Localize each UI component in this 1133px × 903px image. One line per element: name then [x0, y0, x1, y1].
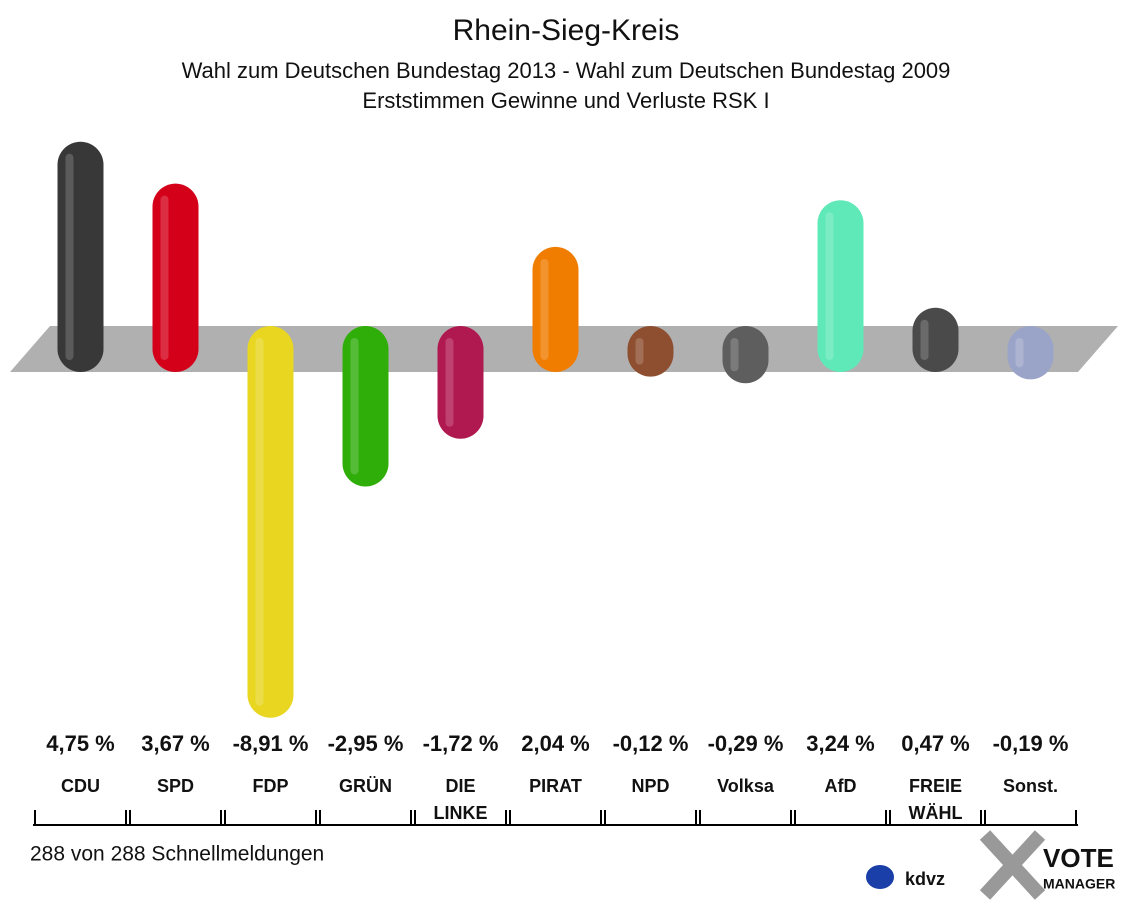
bar	[627, 326, 674, 377]
bar-highlight	[445, 338, 454, 427]
chart-title: Rhein-Sieg-Kreis	[453, 14, 680, 47]
chart-subtitle: Erststimmen Gewinne und Verluste RSK I	[362, 88, 769, 113]
x-tick-label: PIRAT	[529, 776, 582, 796]
value-label: 4,75 %	[46, 731, 115, 756]
value-label: -0,12 %	[613, 731, 689, 756]
logo-text: MANAGER	[1043, 876, 1115, 892]
x-tick-label: GRÜN	[339, 776, 392, 796]
x-tick-label: AfD	[825, 776, 857, 796]
bar-highlight	[1015, 338, 1024, 368]
logo-cross	[979, 830, 1046, 900]
bar-highlight	[730, 338, 739, 372]
bar	[57, 141, 104, 372]
bar	[342, 326, 389, 487]
x-tick-label: DIE	[445, 776, 475, 796]
bar-highlight	[350, 338, 359, 475]
x-tick-label: SPD	[157, 776, 194, 796]
bar	[1007, 326, 1054, 380]
logo-text: VOTE	[1043, 843, 1114, 873]
bar	[152, 183, 199, 372]
x-tick-label: FREIE	[909, 776, 962, 796]
x-tick-label: Volksa	[717, 776, 775, 796]
logo-ball	[866, 865, 894, 889]
bar-highlight	[160, 195, 169, 360]
value-label: 3,24 %	[806, 731, 875, 756]
bar	[437, 326, 484, 439]
x-tick-label: FDP	[253, 776, 289, 796]
x-tick-label: WÄHL	[909, 803, 963, 823]
x-tick-label: LINKE	[434, 803, 488, 823]
value-label: -0,29 %	[708, 731, 784, 756]
x-tick-label: NPD	[631, 776, 669, 796]
value-label: 2,04 %	[521, 731, 590, 756]
bar-highlight	[540, 258, 549, 360]
value-label: -2,95 %	[328, 731, 404, 756]
bar-highlight	[65, 153, 74, 360]
bar-highlight	[255, 338, 264, 706]
chart-subtitle: Wahl zum Deutschen Bundestag 2013 - Wahl…	[182, 58, 951, 83]
logo: kdvz VOTE MANAGER	[866, 830, 1115, 900]
value-label: 0,47 %	[901, 731, 970, 756]
bar-highlight	[825, 212, 834, 360]
value-label: -1,72 %	[423, 731, 499, 756]
bar-highlight	[635, 338, 644, 365]
x-tick-label: Sonst.	[1003, 776, 1058, 796]
value-label: -8,91 %	[233, 731, 309, 756]
bar	[722, 326, 769, 384]
logo-text: kdvz	[905, 869, 945, 889]
value-label: -0,19 %	[993, 731, 1069, 756]
value-label: 3,67 %	[141, 731, 210, 756]
bar	[247, 326, 294, 718]
bar	[532, 246, 579, 372]
x-tick-label: CDU	[61, 776, 100, 796]
bar	[817, 200, 864, 372]
bar	[912, 307, 959, 372]
footnote: 288 von 288 Schnellmeldungen	[30, 843, 324, 866]
bar-highlight	[920, 319, 929, 360]
